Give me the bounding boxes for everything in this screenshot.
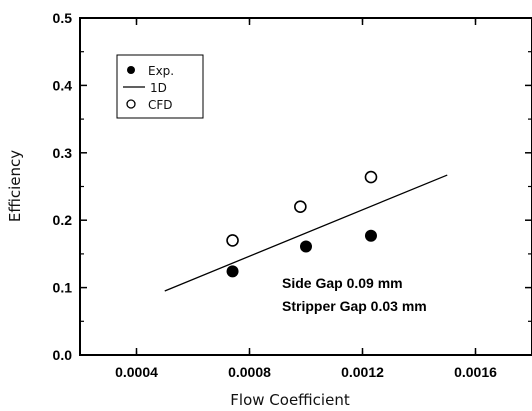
x-axis-label: Flow Coefficient xyxy=(230,391,350,409)
x-axis-ticks: 0.0004 0.0008 0.0012 0.0016 xyxy=(115,18,497,380)
series-line-1d xyxy=(164,174,448,292)
stripper-gap-note: Stripper Gap 0.03 mm xyxy=(282,298,427,314)
exp-point xyxy=(300,240,312,253)
x-tick-label: 0.0004 xyxy=(115,364,158,380)
y-tick-label: 0.5 xyxy=(53,10,73,26)
y-axis-label: Efficiency xyxy=(6,150,24,222)
y-axis-ticks: 0.0 0.1 0.2 0.3 0.4 0.5 xyxy=(53,10,532,363)
legend-exp-label: Exp. xyxy=(148,64,174,78)
legend: Exp. 1D CFD xyxy=(116,54,204,119)
x-tick-label: 0.0012 xyxy=(341,364,384,380)
legend-1d-label: 1D xyxy=(150,81,167,95)
cfd-point xyxy=(226,234,239,247)
annotations: Side Gap 0.09 mm Stripper Gap 0.03 mm xyxy=(282,275,427,314)
legend-cfd-label: CFD xyxy=(148,98,173,112)
y-tick-label: 0.3 xyxy=(53,145,73,161)
exp-point xyxy=(226,265,239,278)
y-tick-label: 0.4 xyxy=(53,77,73,93)
x-tick-label: 0.0016 xyxy=(454,364,497,380)
y-tick-label: 0.0 xyxy=(53,347,73,363)
cfd-point xyxy=(294,200,307,214)
series-layer xyxy=(164,170,448,292)
side-gap-note: Side Gap 0.09 mm xyxy=(282,275,403,291)
x-tick-label: 0.0008 xyxy=(228,364,271,380)
legend-exp-marker xyxy=(127,66,135,74)
legend-cfd-marker xyxy=(126,99,136,109)
y-tick-label: 0.1 xyxy=(53,280,73,296)
exp-point xyxy=(364,229,377,242)
cfd-point xyxy=(364,170,378,184)
y-tick-label: 0.2 xyxy=(53,212,73,228)
